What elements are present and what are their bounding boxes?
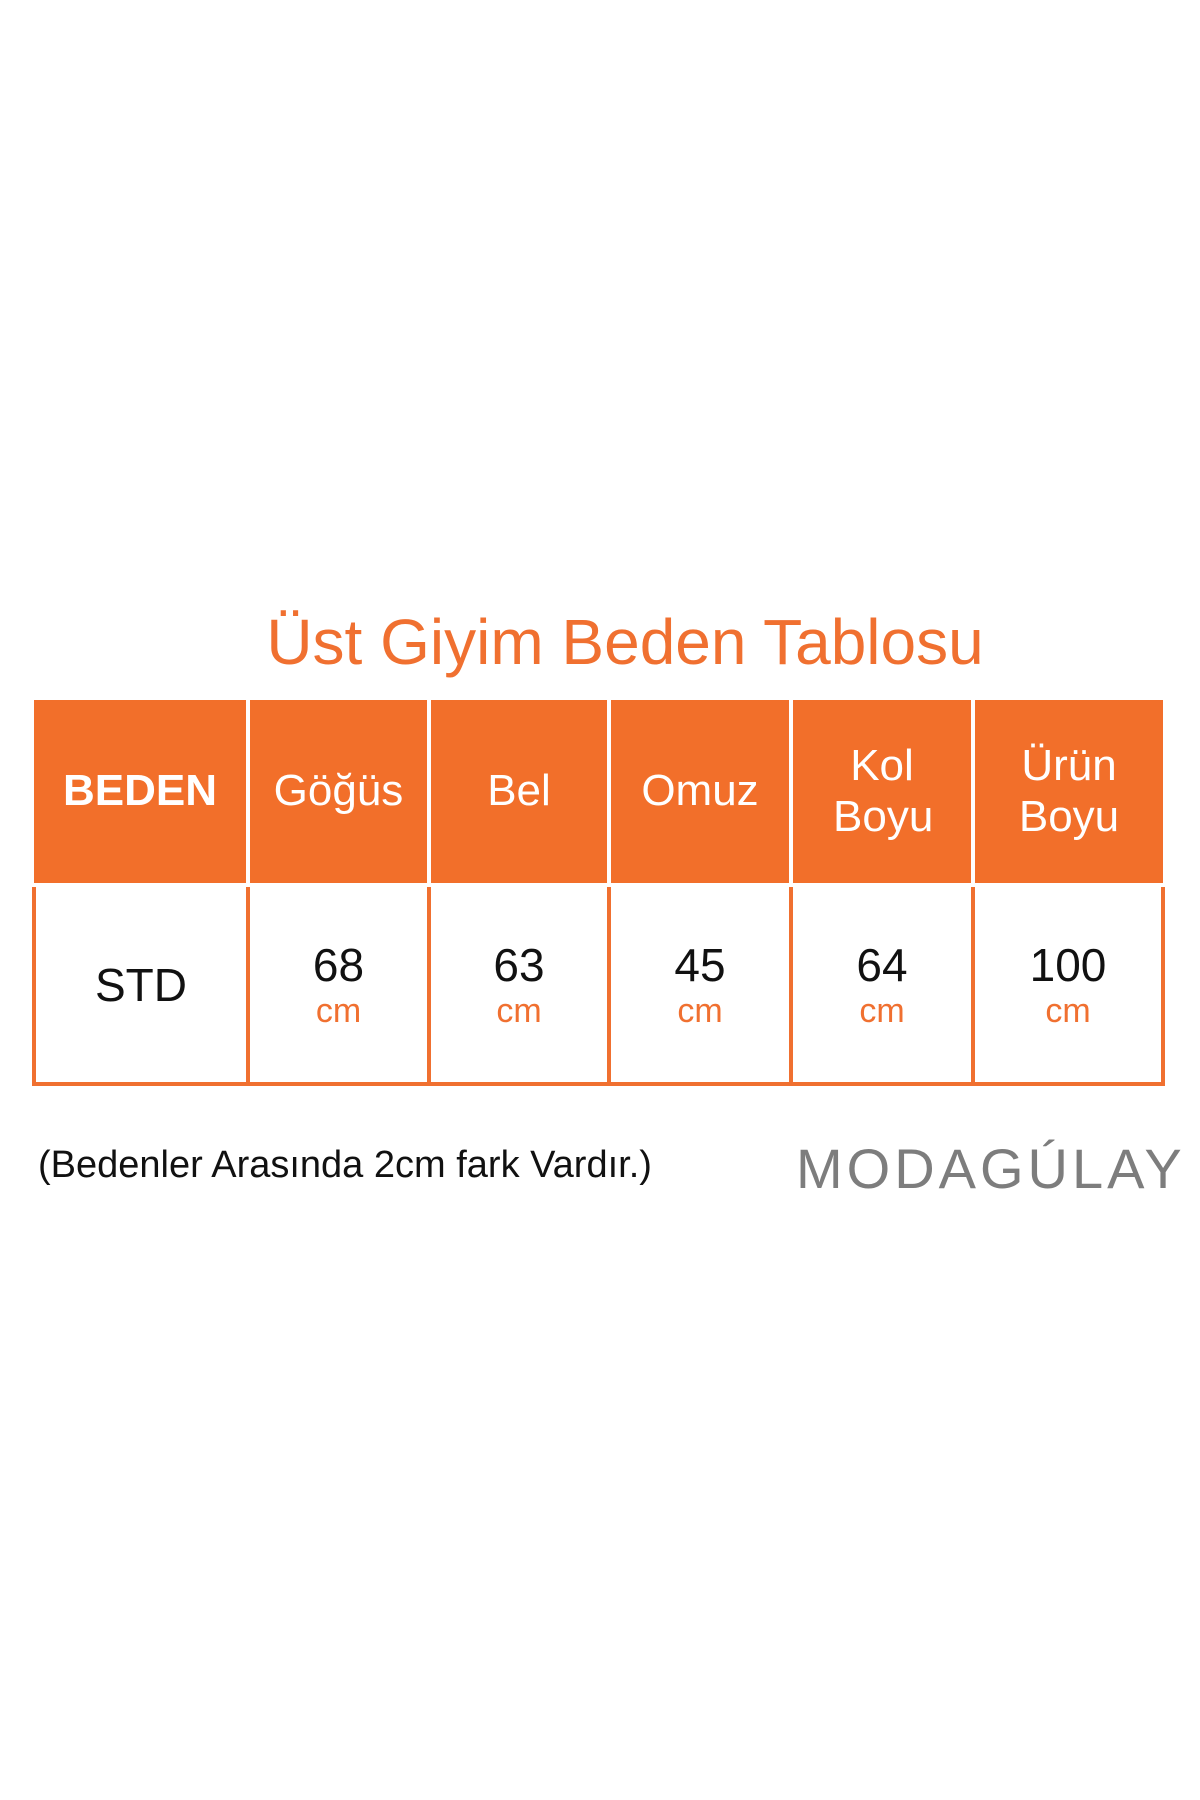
unit: cm	[315, 992, 362, 1030]
value: 45	[674, 939, 726, 991]
unit: cm	[496, 992, 542, 1030]
unit: cm	[677, 992, 723, 1030]
size-table: BEDEN Göğüs Bel Omuz Kol Boyu Ürün Boyu …	[32, 700, 1165, 1086]
unit: cm	[1045, 992, 1091, 1030]
value-cell: 100 cm	[971, 883, 1165, 1086]
size-note: (Bedenler Arasında 2cm fark Vardır.)	[38, 1144, 652, 1186]
brand-logo: MODAGÚLAY	[796, 1137, 1186, 1200]
unit: cm	[859, 992, 905, 1030]
value: 64	[856, 939, 908, 991]
value: 100	[1029, 939, 1107, 991]
value: 63	[493, 939, 545, 991]
header-beden: BEDEN	[34, 700, 250, 887]
table-row: STD 68 cm 63 cm 45 cm 64 cm 100 cm	[32, 883, 1165, 1086]
value: 68	[312, 939, 365, 991]
header-omuz: Omuz	[607, 700, 793, 887]
header-row: BEDEN Göğüs Bel Omuz Kol Boyu Ürün Boyu	[34, 700, 1163, 887]
value-cell: 45 cm	[607, 883, 793, 1086]
size-cell: STD	[32, 883, 250, 1086]
page-title: Üst Giyim Beden Tablosu	[266, 606, 984, 678]
header-bel: Bel	[427, 700, 611, 887]
header-gogus: Göğüs	[246, 700, 431, 887]
header-urun-boyu: Ürün Boyu	[971, 700, 1163, 887]
value-cell: 64 cm	[789, 883, 975, 1086]
value-cell: 68 cm	[246, 883, 431, 1086]
value-cell: 63 cm	[427, 883, 611, 1086]
header-kol-boyu: Kol Boyu	[789, 700, 975, 887]
